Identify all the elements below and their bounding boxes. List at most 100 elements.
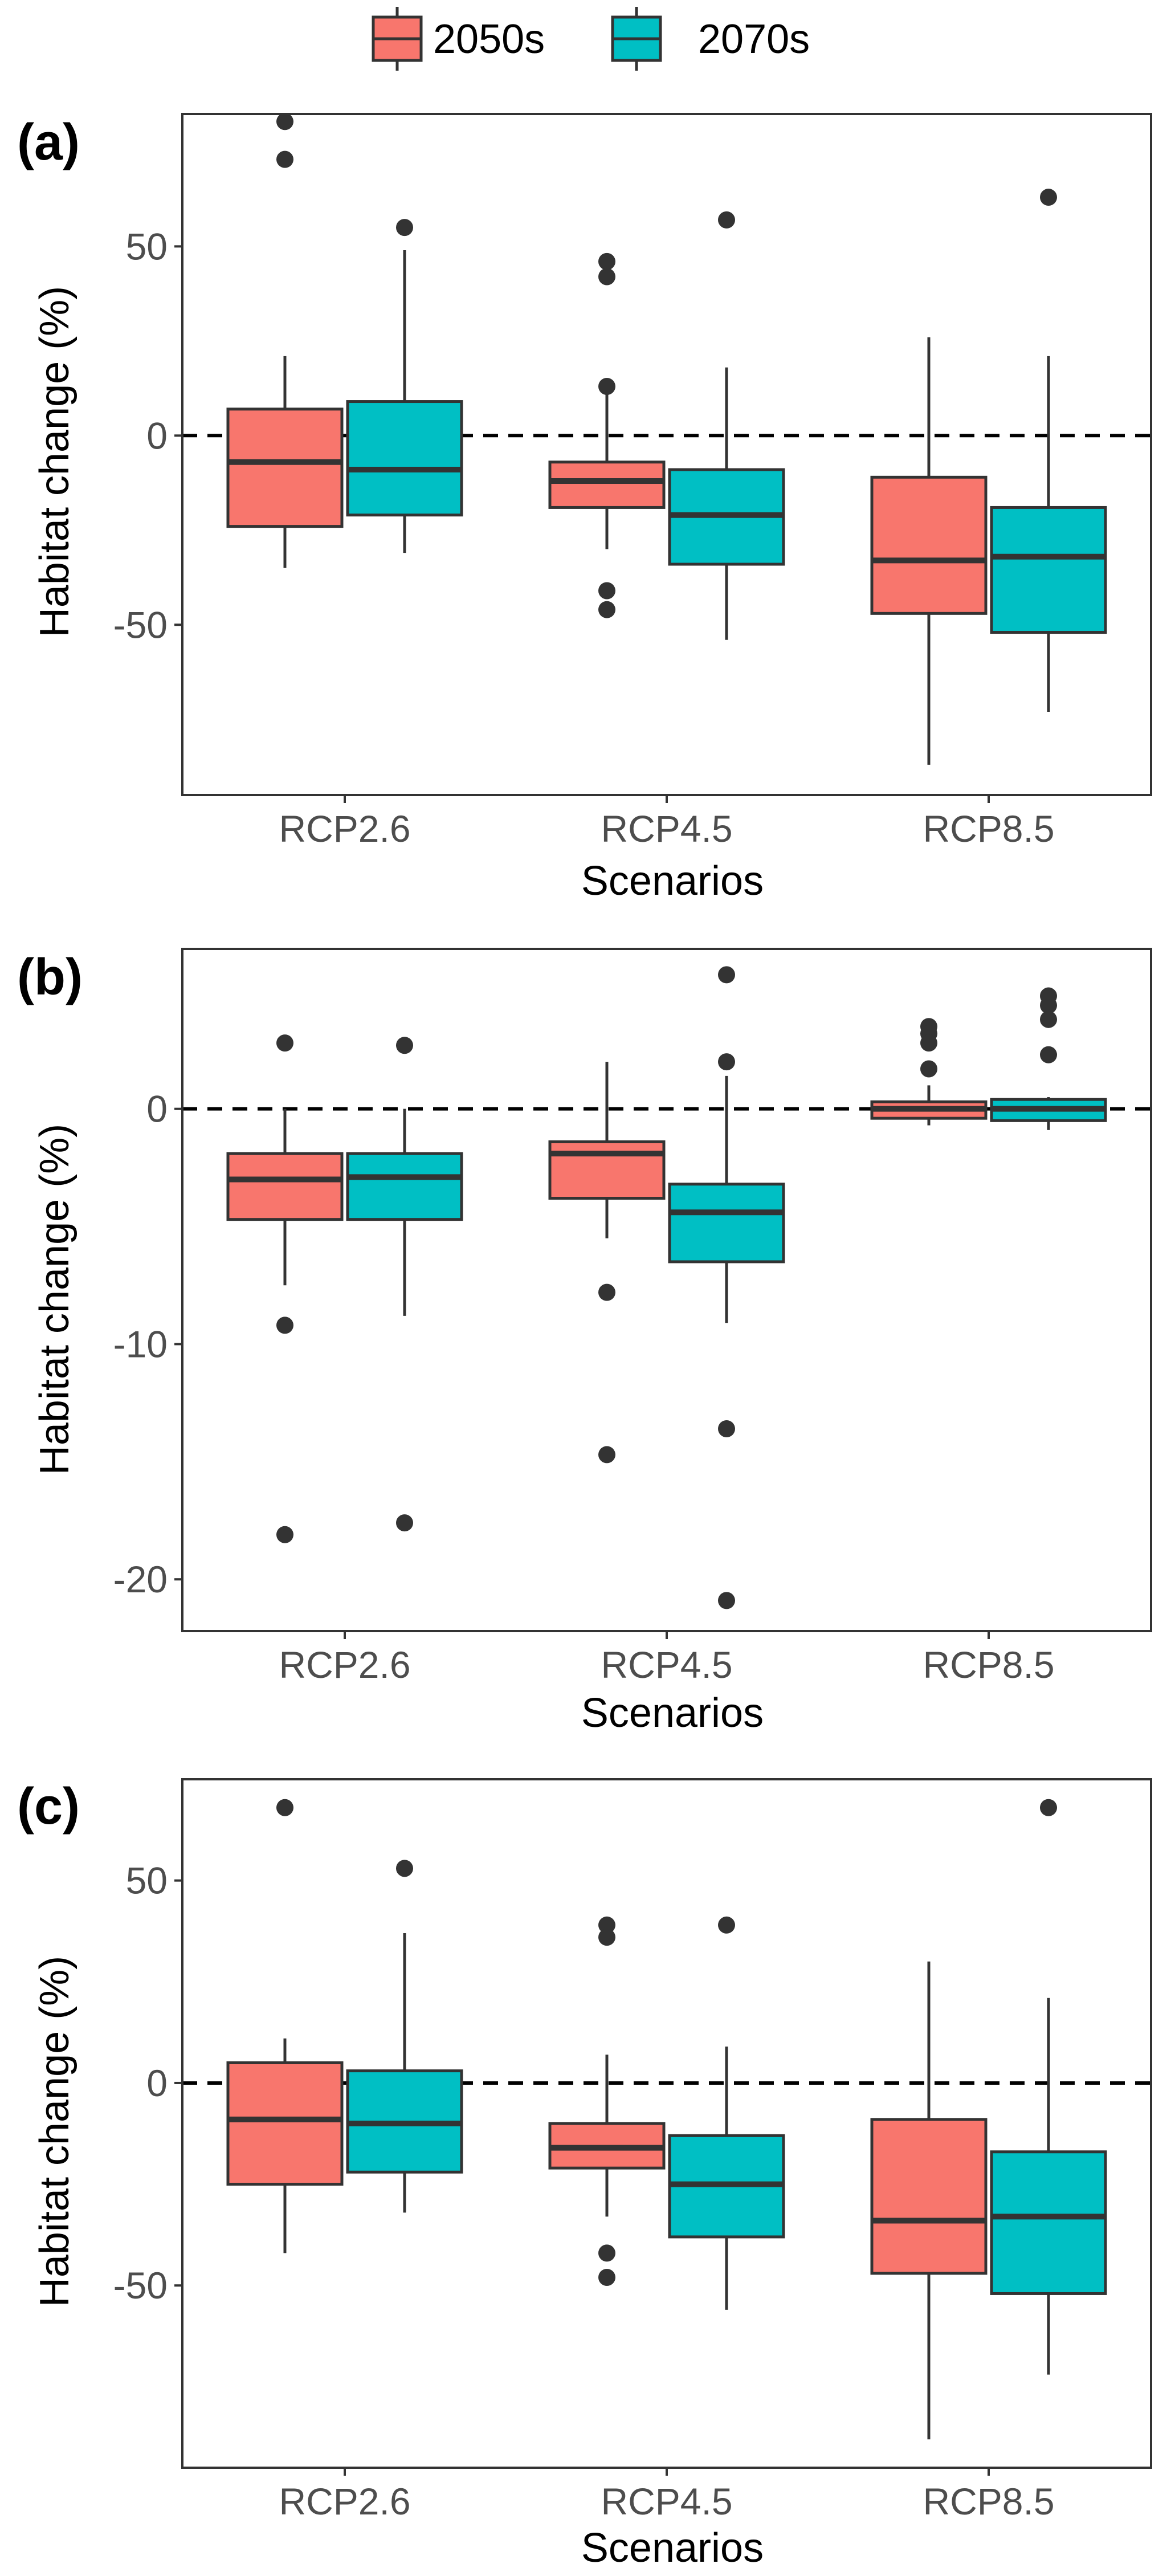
box-2070s-RCP4.5[interactable] — [668, 211, 785, 640]
box-2070s-RCP8.5[interactable] — [990, 987, 1107, 1130]
outlier-point — [276, 1799, 293, 1816]
outlier-point — [276, 1526, 293, 1543]
box — [346, 1152, 463, 1221]
box-2050s-RCP8.5[interactable] — [870, 337, 988, 765]
y-tick-label: 0 — [146, 1088, 168, 1130]
panel-b: (b) Habitat change (%) 0 -10 -20 RCP2.6 RCP4… — [17, 948, 1152, 1736]
box — [668, 1183, 785, 1263]
x-tick-label: RCP8.5 — [923, 808, 1054, 850]
outlier-point — [598, 601, 615, 618]
legend-label-2070s: 2070s — [698, 17, 810, 62]
box — [870, 475, 988, 615]
x-tick-label: RCP2.6 — [279, 1644, 410, 1686]
x-tick-label: RCP8.5 — [923, 1644, 1054, 1686]
box-2050s-RCP4.5[interactable] — [548, 1062, 666, 1464]
panel-label: (c) — [17, 1778, 80, 1835]
box-2070s-RCP8.5[interactable] — [990, 189, 1107, 712]
outlier-point — [598, 268, 615, 286]
outlier-point — [718, 1916, 735, 1934]
outlier-point — [598, 2269, 615, 2286]
x-tick-label: RCP2.6 — [279, 808, 410, 850]
outlier-point — [598, 1446, 615, 1464]
outlier-point — [396, 1514, 413, 1532]
outlier-point — [920, 1034, 937, 1052]
box — [548, 460, 666, 509]
box — [870, 2118, 988, 2275]
box-2070s-RCP8.5[interactable] — [990, 1799, 1107, 2375]
box-2050s-RCP4.5[interactable] — [548, 1916, 666, 2286]
legend-item-2070s[interactable]: 2070s — [611, 7, 810, 71]
outlier-point — [598, 1929, 615, 1946]
legend-label-2050s: 2050s — [433, 17, 545, 62]
outlier-point — [276, 150, 293, 168]
y-axis-title: Habitat change (%) — [32, 1124, 77, 1475]
outlier-point — [396, 219, 413, 237]
legend-item-2050s[interactable]: 2050s — [372, 7, 545, 71]
y-tick-label: 0 — [146, 414, 168, 456]
y-tick-label: -50 — [113, 2264, 168, 2306]
box-2070s-RCP2.6[interactable] — [346, 1860, 463, 2213]
y-tick-label: 50 — [126, 1860, 168, 1902]
outlier-point — [598, 378, 615, 395]
panel-label: (a) — [17, 114, 80, 171]
y-tick-label: -20 — [113, 1558, 168, 1600]
panel-border — [181, 1778, 1152, 2469]
box — [990, 506, 1107, 634]
outlier-point — [1040, 1799, 1057, 1816]
outlier-point — [276, 1316, 293, 1334]
box-2050s-RCP2.6[interactable] — [226, 1799, 344, 2253]
box-2050s-RCP4.5[interactable] — [548, 252, 666, 618]
outlier-point — [718, 1053, 735, 1071]
box-2050s-RCP2.6[interactable] — [226, 113, 344, 568]
box-2050s-RCP8.5[interactable] — [870, 1961, 988, 2440]
box — [346, 400, 463, 517]
x-axis-title: Scenarios — [581, 858, 764, 904]
plot-area: 0 -10 -20 RCP2.6 RCP4.5 RCP8.5 — [113, 948, 1152, 1686]
outlier-point — [1040, 189, 1057, 206]
box — [548, 1140, 666, 1200]
y-tick-label: -50 — [113, 604, 168, 646]
outlier-point — [598, 2244, 615, 2262]
outlier-point — [1040, 1046, 1057, 1063]
y-axis-title: Habitat change (%) — [32, 286, 77, 637]
outlier-point — [598, 1283, 615, 1301]
box-2070s-RCP4.5[interactable] — [668, 966, 785, 1609]
x-axis-title: Scenarios — [581, 2525, 764, 2571]
box — [226, 407, 344, 528]
plot-area: 50 0 -50 RCP2.6 RCP4.5 RCP8.5 — [113, 1778, 1152, 2522]
box-2050s-RCP2.6[interactable] — [226, 1034, 344, 1543]
x-tick-label: RCP8.5 — [923, 2480, 1054, 2522]
panel-border — [181, 113, 1152, 796]
box-2070s-RCP2.6[interactable] — [346, 1037, 463, 1532]
x-tick-label: RCP4.5 — [601, 1644, 732, 1686]
box-2070s-RCP2.6[interactable] — [346, 219, 463, 553]
outlier-point — [598, 252, 615, 270]
outlier-point — [718, 1420, 735, 1438]
outlier-point — [1040, 997, 1057, 1014]
outlier-point — [276, 113, 293, 131]
y-tick-label: -10 — [113, 1323, 168, 1365]
outlier-point — [598, 582, 615, 600]
box — [226, 2061, 344, 2186]
x-axis-title: Scenarios — [581, 1690, 764, 1736]
x-tick-label: RCP4.5 — [601, 2480, 732, 2522]
outlier-point — [920, 1060, 937, 1078]
box — [990, 2150, 1107, 2295]
outlier-point — [718, 211, 735, 229]
outlier-point — [396, 1860, 413, 1877]
box-2070s-RCP4.5[interactable] — [668, 1916, 785, 2310]
x-tick-label: RCP4.5 — [601, 808, 732, 850]
panel-c: (c) Habitat change (%) 50 0 -50 RCP2.6 RCP4.… — [17, 1778, 1152, 2571]
legend: 2050s 2070s — [372, 7, 810, 71]
y-tick-label: 50 — [126, 225, 168, 267]
panel-a: (a) Habitat change (%) 50 0 -50 RCP2.6 RCP4.… — [17, 113, 1152, 904]
outlier-point — [396, 1037, 413, 1054]
outlier-point — [718, 1592, 735, 1609]
outlier-point — [276, 1034, 293, 1052]
box — [226, 1152, 344, 1221]
panel-label: (b) — [17, 949, 83, 1006]
y-axis-title: Habitat change (%) — [32, 1956, 77, 2307]
box-2050s-RCP8.5[interactable] — [870, 1018, 988, 1126]
y-tick-label: 0 — [146, 2062, 168, 2104]
